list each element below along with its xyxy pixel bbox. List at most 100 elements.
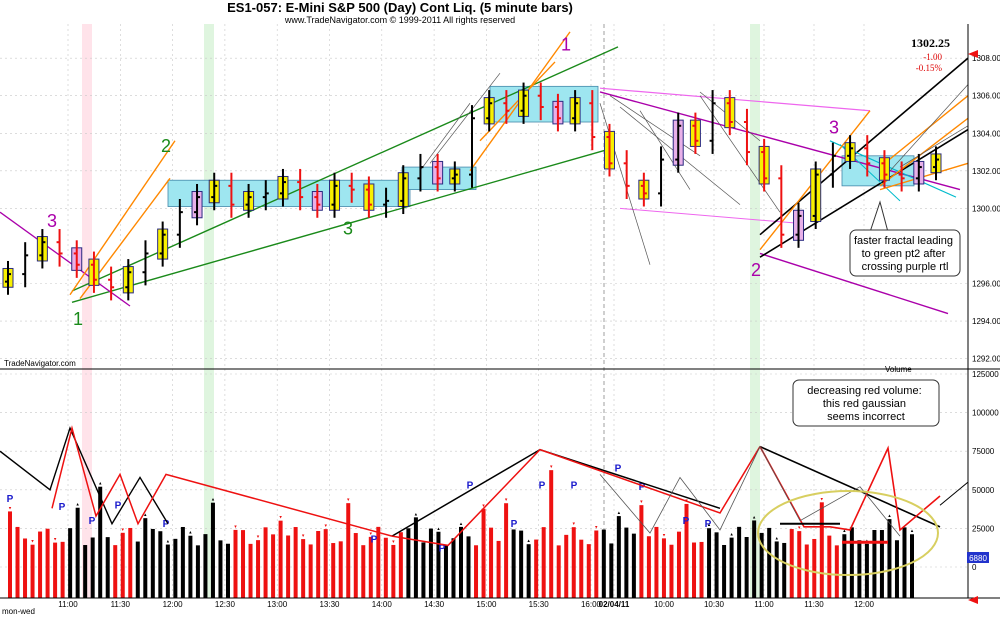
volume-bar	[150, 528, 155, 598]
volume-bar	[98, 486, 103, 598]
volume-tick-label: 50000	[972, 486, 995, 495]
volume-bar	[180, 526, 185, 598]
price-change: -1.00	[923, 52, 942, 62]
volume-bar	[526, 544, 531, 598]
axis-marker	[968, 50, 978, 58]
volume-bar-tag: ▾	[121, 527, 124, 533]
volume-bar	[481, 508, 486, 598]
volume-bar	[669, 544, 674, 598]
volume-bar	[782, 542, 787, 598]
peak-marker: P	[539, 480, 546, 491]
time-tick-label: 12:30	[215, 600, 236, 609]
time-tick-label: 11:00	[58, 600, 78, 609]
volume-bar	[15, 526, 20, 598]
volume-bar	[797, 531, 802, 598]
volume-bar	[459, 526, 463, 598]
wave-label: 3	[343, 219, 353, 239]
volume-bar	[774, 541, 779, 598]
price-tick-label: 1302.00	[972, 167, 1000, 176]
price-tick-label: 1300.00	[972, 204, 1000, 213]
time-tick-label: 15:30	[529, 600, 550, 609]
time-tick-label: 10:30	[704, 600, 725, 609]
fractal-line	[599, 103, 651, 265]
session-band	[750, 24, 760, 598]
volume-bar	[173, 538, 178, 598]
volume-bar	[631, 533, 636, 598]
volume-bar-tag: ▾	[392, 539, 395, 545]
volume-bar-tag: ▴	[843, 528, 846, 534]
volume-callout: decreasing red volume: this red gaussian…	[792, 379, 940, 427]
volume-badge: 6880	[969, 554, 987, 563]
volume-badge-box	[967, 552, 989, 563]
volume-bar	[241, 530, 246, 598]
volume-bar	[872, 530, 877, 598]
volume-bar	[443, 544, 448, 598]
volume-bar	[210, 502, 215, 598]
time-tick-label: 11:00	[754, 600, 774, 609]
volume-bar	[8, 511, 12, 598]
black-volume-wave	[759, 445, 941, 528]
thin-volume-wave	[599, 445, 901, 537]
volume-bar	[541, 527, 546, 598]
volume-bar	[744, 537, 749, 598]
volume-bar	[113, 545, 118, 598]
volume-bar	[225, 543, 230, 598]
volume-bar	[38, 531, 43, 598]
volume-tick-label: 25000	[972, 524, 995, 533]
volume-bar	[466, 536, 471, 598]
volume-bar	[737, 526, 742, 598]
volume-bar	[624, 527, 629, 598]
volume-bar	[864, 543, 869, 598]
volume-bar	[398, 532, 403, 598]
volume-bar-tag: ▾	[9, 505, 12, 511]
wave-label: 1	[561, 35, 571, 55]
pink-line	[619, 207, 801, 224]
peak-marker: P	[59, 502, 66, 513]
volume-bar	[556, 545, 561, 598]
time-tick-label: 15:00	[476, 600, 497, 609]
volume-bar	[316, 531, 321, 598]
session-band	[82, 24, 92, 598]
volume-bar	[286, 535, 291, 598]
price-bars: 1 2 3 1 2 3 3	[2, 35, 942, 329]
volume-bar	[571, 527, 576, 598]
volume-bar	[135, 541, 140, 598]
volume-bar-tag: ▾	[572, 521, 575, 527]
volume-bar	[616, 516, 621, 598]
peak-marker: P	[683, 516, 690, 527]
volume-bar-tag: ▾	[550, 464, 553, 470]
volume-bar	[684, 503, 689, 598]
time-tick-label: 16:00	[581, 600, 602, 609]
red-volume-level	[842, 540, 888, 544]
volume-bar	[361, 545, 366, 598]
volume-bar-tag: ▴	[460, 521, 463, 527]
time-tick-label: 12:00	[854, 600, 875, 609]
red-volume-wave	[759, 445, 941, 532]
volume-tick-label: 100000	[972, 409, 999, 418]
volume-bar-tag: ▴	[708, 522, 711, 528]
chart-subtitle: www.TradeNavigator.com © 1999-2011 All r…	[284, 15, 515, 25]
volume-bar	[549, 470, 554, 598]
axes: 1308.00 1306.00 1304.00 1302.00 1300.00 1296.…	[0, 24, 1000, 609]
volume-bar	[421, 542, 426, 598]
volume-bar	[819, 502, 824, 598]
volume-bar	[519, 530, 524, 598]
peak-marker: P	[371, 534, 378, 545]
wave-label: 3	[829, 117, 839, 137]
volume-title: Volume	[885, 365, 912, 374]
fractal-callout-text: faster fractal leading to green pt2 afte…	[854, 235, 956, 273]
watermark-text: TradeNavigator.com	[4, 359, 76, 368]
volume-bar	[564, 534, 569, 598]
volume-highlight-ellipse	[757, 490, 939, 577]
volume-bar-tag: ▾	[640, 499, 643, 505]
volume-bar	[120, 532, 125, 598]
volume-bar-tag: ▴	[618, 510, 621, 516]
volume-bar-tag: ▴	[99, 481, 102, 487]
peak-marker: P	[571, 480, 578, 491]
volume-bar-tag: ▾	[324, 523, 327, 529]
volume-bar	[857, 540, 862, 598]
volume-bar	[902, 527, 907, 598]
volume-bar-tag: ▴	[730, 532, 733, 538]
price-tick-label: 1308.00	[972, 54, 1000, 63]
